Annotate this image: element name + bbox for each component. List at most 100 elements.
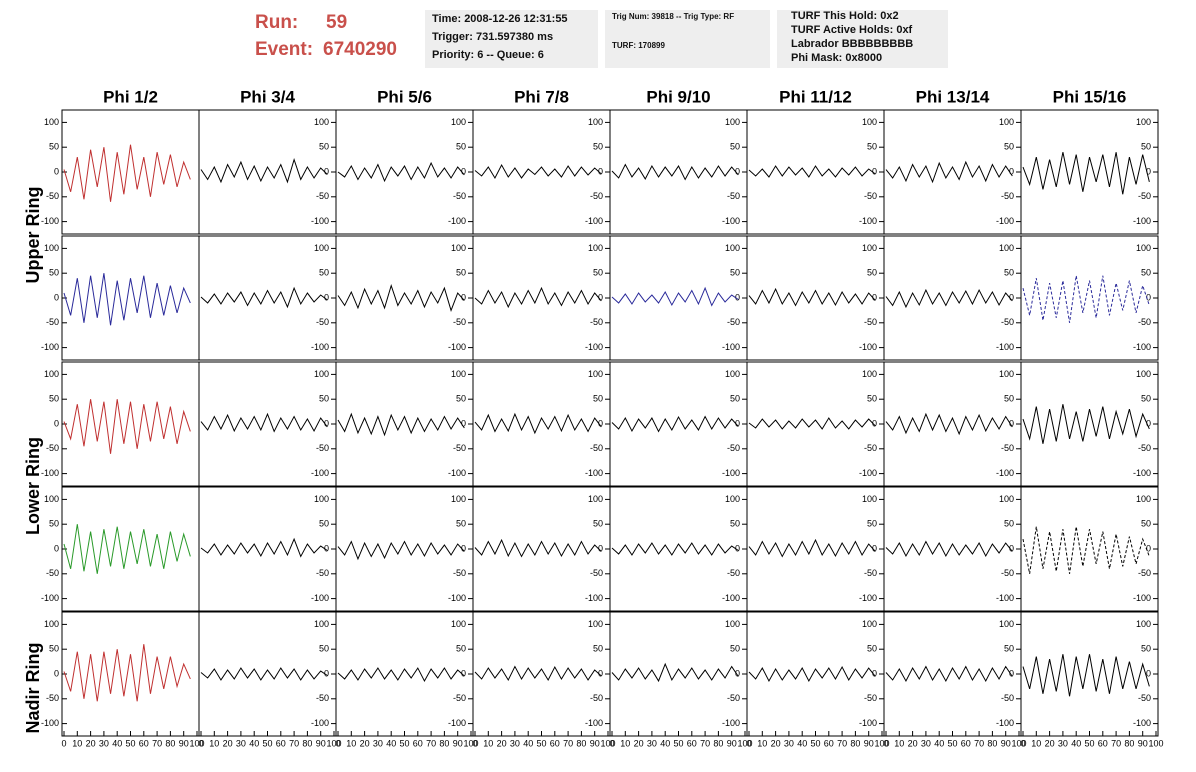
y-tick-label: 100	[725, 369, 740, 379]
x-tick-label: 70	[700, 738, 710, 748]
x-tick-label: 0	[472, 738, 477, 748]
y-tick-label: -50	[453, 693, 466, 703]
x-tick-label: 0	[61, 738, 66, 748]
x-tick-label: 0	[883, 738, 888, 748]
y-tick-label: 0	[1146, 292, 1151, 302]
x-tick-label: 10	[894, 738, 904, 748]
x-tick-label: 30	[1058, 738, 1068, 748]
y-tick-label: 50	[319, 519, 329, 529]
y-tick-label: -50	[590, 693, 603, 703]
y-tick-label: 100	[588, 494, 603, 504]
y-tick-label: -100	[722, 718, 740, 728]
x-tick-label: 50	[673, 738, 683, 748]
x-tick-label: 0	[746, 738, 751, 748]
y-tick-label: 0	[735, 292, 740, 302]
y-tick-label: 100	[725, 243, 740, 253]
y-tick-label: -100	[996, 718, 1014, 728]
y-tick-label: 0	[324, 543, 329, 553]
y-tick-label: 50	[319, 644, 329, 654]
y-tick-label: 50	[49, 142, 59, 152]
waveform	[748, 287, 876, 307]
y-tick-label: -50	[727, 191, 740, 201]
y-tick-label: -100	[41, 216, 59, 226]
waveform	[474, 665, 602, 681]
x-tick-label: 40	[112, 738, 122, 748]
y-tick-label: 0	[1009, 418, 1014, 428]
x-tick-label: 40	[660, 738, 670, 748]
waveform	[1022, 404, 1150, 444]
y-tick-label: 50	[593, 268, 603, 278]
waveform	[474, 538, 602, 558]
y-tick-label: 50	[1004, 519, 1014, 529]
x-tick-label: 80	[987, 738, 997, 748]
x-tick-label: 20	[634, 738, 644, 748]
x-tick-label: 90	[590, 738, 600, 748]
y-tick-label: -50	[1001, 568, 1014, 578]
y-tick-label: 50	[730, 644, 740, 654]
y-tick-label: 50	[1141, 268, 1151, 278]
y-tick-label: 50	[867, 519, 877, 529]
y-tick-label: 100	[862, 117, 877, 127]
y-tick-label: -50	[453, 191, 466, 201]
y-tick-label: 100	[725, 619, 740, 629]
x-tick-label: 10	[1031, 738, 1041, 748]
y-tick-label: 100	[44, 243, 59, 253]
y-tick-label: -50	[46, 443, 59, 453]
x-tick-label: 100	[1011, 738, 1026, 748]
y-tick-label: -50	[590, 191, 603, 201]
y-tick-label: 0	[735, 543, 740, 553]
y-tick-label: 50	[1004, 394, 1014, 404]
y-tick-label: -50	[864, 443, 877, 453]
y-tick-label: -100	[448, 342, 466, 352]
column-label: Phi 11/12	[779, 87, 852, 106]
y-tick-label: -100	[448, 216, 466, 226]
y-tick-label: -100	[41, 593, 59, 603]
x-tick-label: 70	[152, 738, 162, 748]
y-tick-label: -50	[727, 568, 740, 578]
x-tick-label: 90	[316, 738, 326, 748]
waveform	[337, 540, 465, 561]
ring-label: Nadir Ring	[23, 642, 43, 733]
y-tick-label: -100	[448, 593, 466, 603]
y-tick-label: -50	[453, 568, 466, 578]
info-box	[425, 10, 598, 68]
waveform	[200, 537, 328, 558]
y-tick-label: 100	[862, 494, 877, 504]
x-tick-label: 0	[198, 738, 203, 748]
y-tick-label: 100	[44, 619, 59, 629]
y-tick-label: 100	[314, 619, 329, 629]
y-tick-label: -100	[311, 216, 329, 226]
y-tick-label: -50	[453, 443, 466, 453]
y-tick-label: -100	[585, 342, 603, 352]
y-tick-label: 50	[867, 268, 877, 278]
y-tick-label: -50	[453, 317, 466, 327]
y-tick-label: 100	[1136, 117, 1151, 127]
y-tick-label: -100	[996, 468, 1014, 478]
waveform	[748, 665, 876, 683]
column-label: Phi 13/14	[916, 87, 990, 106]
waveform	[748, 417, 876, 430]
y-tick-label: 0	[324, 668, 329, 678]
y-tick-label: -100	[722, 342, 740, 352]
y-tick-label: 100	[451, 619, 466, 629]
x-tick-label: 40	[523, 738, 533, 748]
y-tick-label: 50	[319, 142, 329, 152]
y-tick-label: 0	[735, 668, 740, 678]
y-tick-label: 0	[461, 418, 466, 428]
y-tick-label: -50	[864, 317, 877, 327]
y-tick-label: -100	[1133, 593, 1151, 603]
x-tick-label: 80	[713, 738, 723, 748]
y-tick-label: 100	[1136, 619, 1151, 629]
info-line: Time: 2008-12-26 12:31:55	[432, 13, 568, 25]
x-tick-label: 80	[165, 738, 175, 748]
y-tick-label: 100	[451, 117, 466, 127]
y-tick-label: 50	[730, 142, 740, 152]
y-tick-label: -100	[1133, 468, 1151, 478]
y-tick-label: -100	[859, 216, 877, 226]
y-tick-label: 100	[44, 369, 59, 379]
column-label: Phi 3/4	[240, 87, 295, 106]
y-tick-label: 0	[54, 292, 59, 302]
waveform	[748, 165, 876, 178]
info-box	[777, 10, 948, 68]
